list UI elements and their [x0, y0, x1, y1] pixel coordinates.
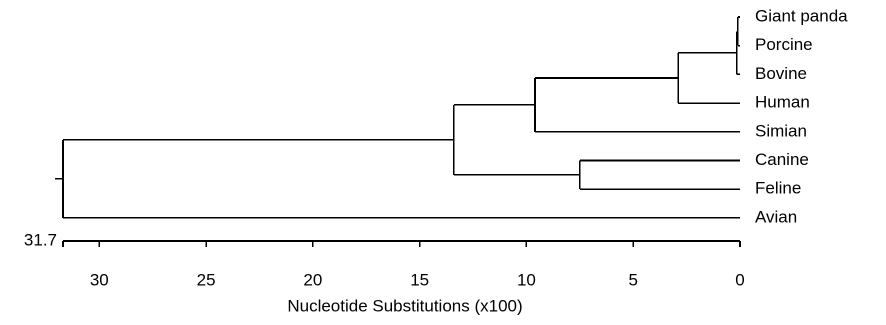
axis-tick-label: 15	[410, 270, 429, 289]
leaf-label: Feline	[755, 179, 801, 198]
axis-tick-label: 0	[735, 270, 744, 289]
leaf-label: Simian	[755, 121, 807, 140]
root-height-label: 31.7	[24, 230, 57, 249]
leaf-labels: Giant panda Porcine Bovine Human Simian Canin…	[755, 6, 848, 226]
leaf-label: Porcine	[755, 35, 813, 54]
tree-branches	[55, 16, 740, 219]
axis-tick-label: 25	[197, 270, 216, 289]
leaf-label: Human	[755, 93, 810, 112]
axis-tick-label: 5	[628, 270, 637, 289]
leaf-label: Giant panda	[755, 6, 848, 25]
axis-tick-label: 20	[303, 270, 322, 289]
leaf-label: Bovine	[755, 64, 807, 83]
axis-tick-label: 10	[517, 270, 536, 289]
leaf-label: Avian	[755, 207, 797, 226]
axis-tick-label: 30	[90, 270, 109, 289]
x-axis-label: Nucleotide Substitutions (x100)	[287, 296, 522, 315]
leaf-label: Canine	[755, 150, 809, 169]
x-axis: 30 25 20 15 10 5 0	[62, 240, 745, 289]
